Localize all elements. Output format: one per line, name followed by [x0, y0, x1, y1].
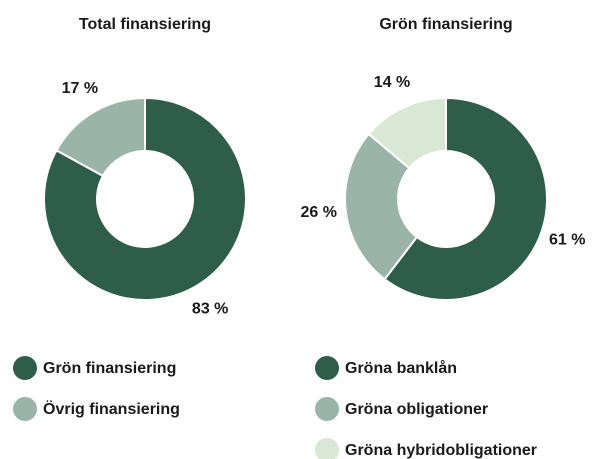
legend-label: Gröna hybridobligationer: [345, 442, 537, 459]
legend-label: Gröna obligationer: [345, 401, 488, 418]
legend-swatch: [315, 356, 339, 380]
data-label: 61 %: [549, 231, 585, 248]
legend-swatch: [13, 397, 37, 421]
legend-swatch: [315, 397, 339, 421]
legend-label: Övrig finansiering: [43, 399, 180, 418]
data-label: 83 %: [192, 300, 228, 317]
data-label: 14 %: [374, 74, 410, 91]
legend-swatch: [13, 356, 37, 380]
donut-segment: [367, 96, 447, 170]
chart-title: Total finansiering: [79, 16, 211, 33]
donut-segment: [43, 96, 247, 301]
donut-segment: [55, 96, 146, 178]
data-label: 17 %: [62, 80, 98, 97]
donut-segment: [383, 96, 548, 301]
legend-label: Grön finansiering: [43, 360, 176, 377]
legend-swatch: [315, 438, 339, 459]
donut-segment: [344, 132, 419, 281]
chart-title: Grön finansiering: [379, 16, 512, 33]
data-label: 26 %: [301, 204, 337, 221]
legend-label: Gröna banklån: [345, 359, 457, 377]
